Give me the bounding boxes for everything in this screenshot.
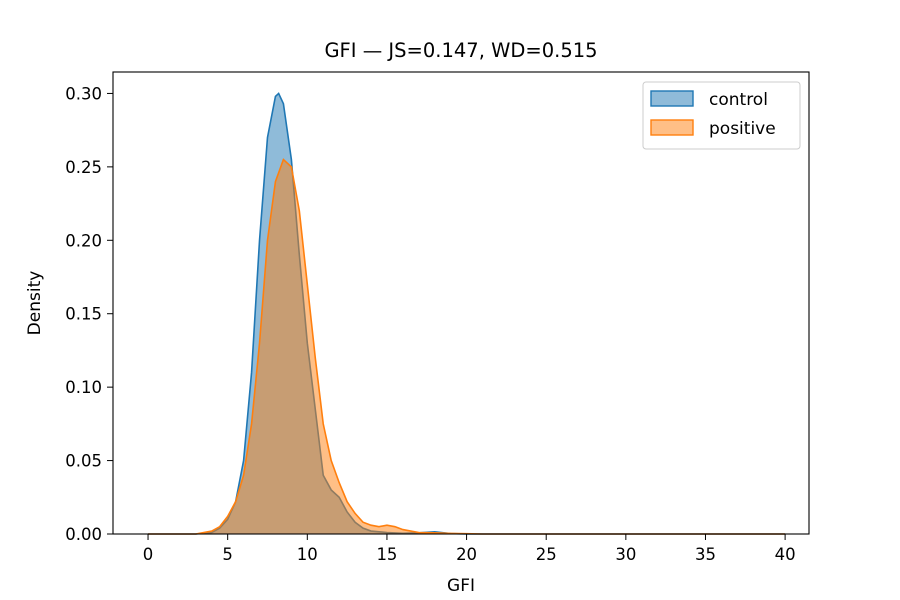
legend-swatch-positive xyxy=(650,119,694,136)
area-positive xyxy=(148,159,786,534)
y-tick-label: 0.05 xyxy=(65,452,102,471)
chart-title: GFI — JS=0.147, WD=0.515 xyxy=(324,39,597,62)
y-tick-label: 0.15 xyxy=(65,305,102,324)
x-axis: 0 5 10 15 20 25 30 35 40 xyxy=(143,534,796,564)
y-axis: 0.00 0.05 0.10 0.15 0.20 0.25 0.30 xyxy=(65,84,113,544)
x-axis-label: GFI xyxy=(447,576,475,596)
x-tick-label: 20 xyxy=(456,545,477,564)
y-tick-label: 0.10 xyxy=(65,378,102,397)
x-tick-label: 15 xyxy=(376,545,397,564)
y-tick-label: 0.00 xyxy=(65,525,102,544)
y-axis-label: Density xyxy=(25,271,45,336)
x-tick-label: 25 xyxy=(536,545,557,564)
line-positive xyxy=(148,158,786,535)
legend-label-positive: positive xyxy=(709,119,776,139)
x-tick-label: 35 xyxy=(695,545,716,564)
density-areas xyxy=(148,92,786,535)
x-tick-label: 10 xyxy=(297,545,318,564)
legend-label-control: control xyxy=(709,90,768,110)
legend-swatch-control xyxy=(650,90,694,107)
x-tick-label: 40 xyxy=(775,545,796,564)
x-tick-label: 5 xyxy=(222,545,233,564)
y-tick-label: 0.20 xyxy=(65,231,102,250)
y-tick-label: 0.25 xyxy=(65,158,102,177)
x-tick-label: 0 xyxy=(143,545,154,564)
legend: control positive xyxy=(642,81,801,150)
plot-frame xyxy=(112,71,810,535)
x-tick-label: 30 xyxy=(615,545,636,564)
y-tick-label: 0.30 xyxy=(65,84,102,103)
area-control xyxy=(148,93,786,534)
